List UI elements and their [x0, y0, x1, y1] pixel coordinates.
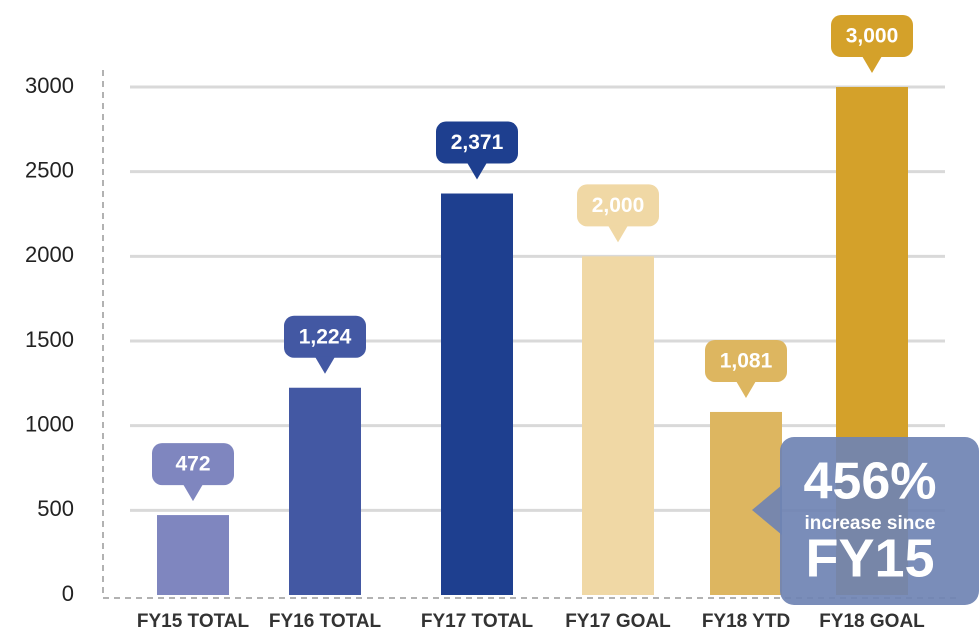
callout-pointer	[736, 380, 756, 398]
x-tick-label: FY18 GOAL	[819, 611, 925, 632]
callout-pointer	[467, 162, 487, 180]
y-tick-label: 3000	[25, 73, 74, 98]
bar	[582, 256, 654, 595]
callout-box	[577, 184, 659, 227]
value-label: 3,000	[846, 25, 899, 48]
x-tick-label: FY16 TOTAL	[269, 611, 382, 632]
y-tick-label: 500	[37, 496, 74, 521]
annotation-big: FY15	[805, 528, 934, 588]
callout-pointer	[183, 484, 203, 502]
y-tick-label: 2500	[25, 157, 74, 182]
callout-box	[152, 443, 234, 486]
y-tick-label: 2000	[25, 242, 74, 267]
callout-box	[705, 339, 787, 382]
annotation-small: increase since	[805, 513, 936, 534]
callout-box	[436, 121, 518, 164]
value-label: 2,371	[451, 131, 504, 154]
callout-box	[284, 315, 366, 358]
bar	[157, 515, 229, 595]
x-tick-label: FY17 TOTAL	[421, 611, 534, 632]
callout-pointer	[608, 225, 628, 243]
callout-pointer	[862, 56, 882, 73]
x-tick-label: FY18 YTD	[702, 611, 790, 632]
value-label: 1,081	[720, 349, 773, 372]
annotation-pointer	[752, 485, 782, 535]
y-tick-label: 1500	[25, 327, 74, 352]
value-label: 1,224	[299, 325, 352, 348]
bar	[289, 387, 361, 595]
y-tick-label: 0	[62, 581, 74, 606]
y-tick-label: 1000	[25, 411, 74, 436]
bar	[441, 193, 513, 595]
callout-pointer	[315, 356, 335, 374]
x-tick-label: FY17 GOAL	[565, 611, 671, 632]
x-tick-label: FY15 TOTAL	[137, 611, 250, 632]
callout-box	[831, 15, 913, 57]
annotation-box	[780, 437, 979, 605]
value-label: 2,000	[592, 194, 645, 217]
value-label: 472	[175, 453, 210, 476]
annotation-big: 456%	[804, 453, 937, 511]
